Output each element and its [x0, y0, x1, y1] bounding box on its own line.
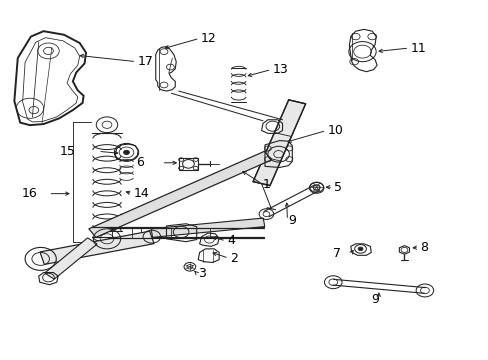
Text: 12: 12	[200, 32, 216, 45]
Text: 3: 3	[197, 267, 205, 280]
Text: 9: 9	[370, 293, 378, 306]
Polygon shape	[44, 238, 97, 279]
Text: 14: 14	[133, 187, 149, 200]
Text: 16: 16	[21, 187, 37, 200]
Text: 1: 1	[263, 178, 270, 191]
Text: 7: 7	[332, 247, 340, 260]
Text: 11: 11	[409, 41, 425, 54]
Text: 13: 13	[272, 63, 288, 76]
Text: 4: 4	[226, 234, 234, 247]
Circle shape	[357, 247, 362, 251]
Text: 8: 8	[419, 241, 427, 254]
Text: 17: 17	[137, 55, 153, 68]
Text: 9: 9	[288, 215, 296, 228]
Text: 6: 6	[136, 156, 144, 169]
Polygon shape	[253, 100, 305, 185]
Text: 5: 5	[333, 181, 342, 194]
Circle shape	[123, 150, 129, 154]
Text: 2: 2	[229, 252, 237, 265]
Text: 10: 10	[327, 124, 343, 137]
Polygon shape	[40, 231, 154, 265]
Text: 15: 15	[59, 145, 75, 158]
Polygon shape	[89, 151, 271, 237]
Polygon shape	[151, 218, 264, 237]
